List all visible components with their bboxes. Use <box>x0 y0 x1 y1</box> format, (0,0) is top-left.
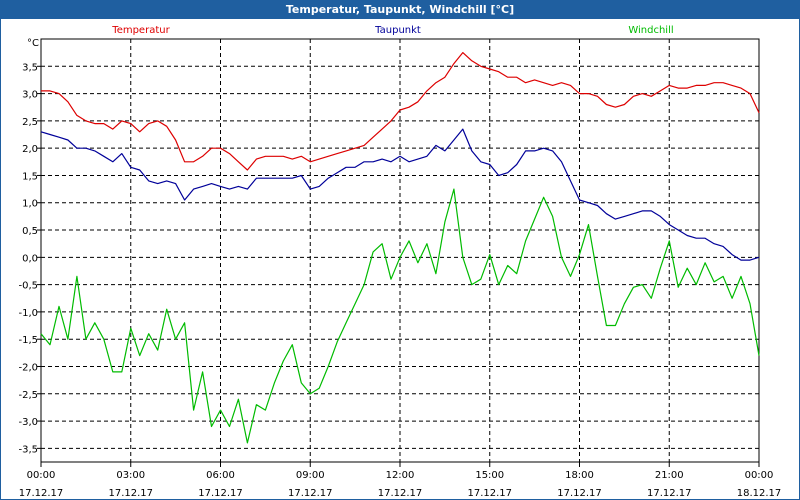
x-tick-time-label: 18:00 <box>565 470 594 481</box>
x-tick-time-label: 12:00 <box>386 470 415 481</box>
y-axis-label: °C <box>27 38 39 49</box>
legend-entry-windchill: Windchill <box>628 25 673 36</box>
x-tick-date-label: 17.12.17 <box>557 488 602 499</box>
x-tick-date-label: 17.12.17 <box>198 488 243 499</box>
legend: Temperatur Taupunkt Windchill <box>111 25 673 36</box>
y-tick-label: -1,0 <box>18 308 38 319</box>
x-tick-time-label: 00:00 <box>27 470 56 481</box>
legend-entry-taupunkt: Taupunkt <box>374 25 421 36</box>
x-tick-time-label: 00:00 <box>745 470 774 481</box>
x-tick-date-label: 17.12.17 <box>647 488 692 499</box>
x-tick-time-label: 06:00 <box>206 470 235 481</box>
y-tick-label: 2,5 <box>22 117 38 128</box>
x-tick-time-label: 03:00 <box>116 470 145 481</box>
x-tick-time-label: 15:00 <box>475 470 504 481</box>
gridlines <box>41 39 759 462</box>
x-axis: 00:00 17.12.17 03:00 17.12.17 06:00 17.12.17 0… <box>19 462 782 499</box>
y-tick-label: -3,5 <box>18 444 38 455</box>
y-tick-label: 1,5 <box>22 171 38 182</box>
x-tick-date-label: 17.12.17 <box>288 488 333 499</box>
y-tick-label: 2,0 <box>22 144 38 155</box>
x-tick-date-label: 17.12.17 <box>467 488 512 499</box>
legend-entry-temperatur: Temperatur <box>111 25 170 36</box>
x-tick-time-label: 09:00 <box>296 470 325 481</box>
series-lines <box>40 51 760 444</box>
x-tick-date-label: 18.12.17 <box>737 488 782 499</box>
y-tick-label: 1,0 <box>22 199 38 210</box>
y-tick-label: 3,0 <box>22 90 38 101</box>
y-tick-label: 3,5 <box>22 62 38 73</box>
y-tick-label: -1,5 <box>18 335 38 346</box>
chart-title: Temperatur, Taupunkt, Windchill [°C] <box>1 1 799 19</box>
y-tick-label: -3,0 <box>18 417 38 428</box>
y-tick-label: -2,5 <box>18 390 38 401</box>
x-tick-date-label: 17.12.17 <box>378 488 423 499</box>
series-line-taupunkt <box>40 128 760 261</box>
y-tick-label: -0,5 <box>18 281 38 292</box>
series-line-windchill <box>40 188 760 444</box>
x-tick-date-label: 17.12.17 <box>19 488 64 499</box>
x-tick-time-label: 21:00 <box>655 470 684 481</box>
y-tick-label: 0,5 <box>22 226 38 237</box>
x-tick-date-label: 17.12.17 <box>108 488 153 499</box>
y-tick-label: -2,0 <box>18 362 38 373</box>
chart-svg: 3,5 3,0 2,5 2,0 1,5 1,0 0,5 0,0 -0,5 -1,0 -1,5 -2,0… <box>18 25 782 499</box>
y-axis: 3,5 3,0 2,5 2,0 1,5 1,0 0,5 0,0 -0,5 -1,0 -1,5 -2,0… <box>18 62 41 455</box>
series-line-temperatur <box>41 51 760 171</box>
y-tick-label: 0,0 <box>22 253 38 264</box>
